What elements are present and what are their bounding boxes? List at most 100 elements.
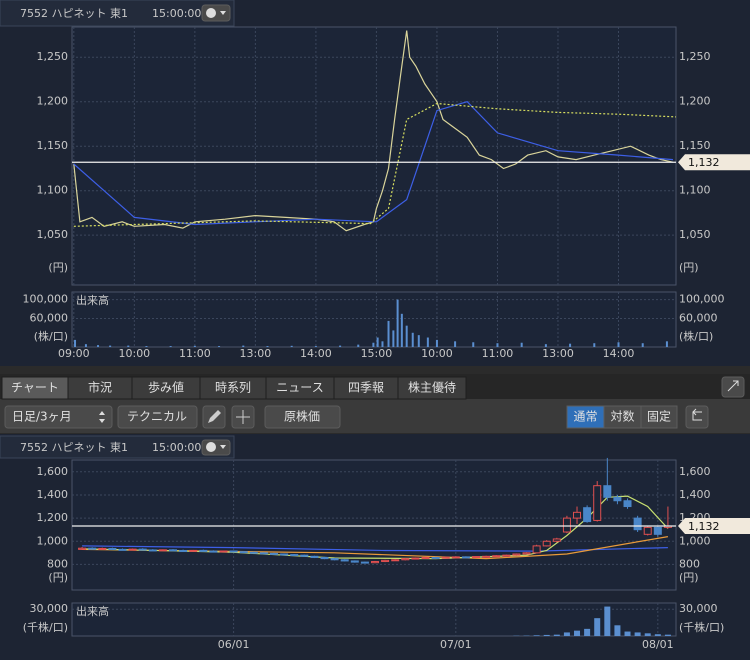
candle-body bbox=[653, 526, 662, 535]
x-tick-label: 14:00 bbox=[300, 347, 332, 360]
candle-body bbox=[401, 558, 410, 561]
period-text: 日足/3ヶ月 bbox=[12, 410, 72, 424]
undo-button[interactable] bbox=[685, 405, 709, 429]
candle-body bbox=[259, 552, 268, 555]
volume-bar bbox=[574, 630, 581, 636]
candle-body bbox=[522, 552, 531, 555]
candle-body bbox=[118, 548, 127, 551]
y-tick-label: 100,000 bbox=[679, 293, 725, 306]
x-tick-label: 15:00 bbox=[361, 347, 393, 360]
volume-bar bbox=[357, 344, 360, 347]
caret-2 bbox=[220, 445, 226, 449]
mode-button[interactable] bbox=[640, 405, 678, 429]
candle-body bbox=[603, 485, 612, 498]
volume-bar bbox=[109, 345, 112, 347]
tab-label: 株主優待 bbox=[408, 380, 456, 395]
volume-bar bbox=[74, 339, 77, 347]
volume-bar bbox=[290, 345, 293, 347]
candle-body bbox=[320, 556, 329, 560]
candle-body bbox=[239, 551, 248, 554]
tab-label: 歩み値 bbox=[148, 380, 184, 395]
y-tick-label: 1,150 bbox=[679, 139, 711, 152]
y-tick-label: 1,200 bbox=[37, 511, 69, 524]
candle-body bbox=[209, 550, 218, 553]
candle-body bbox=[512, 553, 521, 556]
volume-bar bbox=[97, 345, 100, 347]
line-series bbox=[73, 101, 674, 226]
y-tick-label: 800 bbox=[47, 557, 68, 570]
candle-body bbox=[78, 547, 87, 550]
period-select[interactable] bbox=[4, 405, 113, 429]
current-price-tag bbox=[678, 517, 750, 534]
candle-body bbox=[340, 559, 349, 562]
volume-bar bbox=[266, 346, 269, 347]
volume-bar bbox=[242, 345, 245, 347]
tab[interactable] bbox=[397, 376, 467, 400]
volume-bar bbox=[405, 325, 408, 347]
candle-body bbox=[451, 556, 460, 559]
volume-bar bbox=[604, 606, 611, 636]
raw-price-button[interactable] bbox=[264, 405, 341, 429]
candle-body bbox=[300, 554, 309, 557]
candle-body bbox=[371, 561, 380, 564]
candle-body bbox=[229, 550, 238, 553]
candle-body bbox=[98, 547, 107, 550]
x-tick-label: 11:00 bbox=[482, 347, 514, 360]
candle-body bbox=[158, 549, 167, 552]
volume-bar bbox=[339, 345, 342, 347]
volume-bar bbox=[593, 343, 596, 347]
y-unit: (円) bbox=[679, 261, 699, 274]
stock-name: 7552 ハピネット 東1 bbox=[20, 7, 128, 20]
plot-area bbox=[71, 459, 677, 591]
candle-body bbox=[199, 549, 208, 552]
y-tick-label: 60,000 bbox=[30, 312, 69, 325]
x-tick-label: 13:00 bbox=[542, 347, 574, 360]
y-tick-label: 1,400 bbox=[679, 488, 711, 501]
y-unit: (円) bbox=[679, 571, 699, 584]
plot-area bbox=[71, 26, 677, 286]
candle-body bbox=[381, 559, 390, 563]
x-tick-label: 08/01 bbox=[642, 638, 674, 651]
candle-body bbox=[461, 556, 470, 559]
tab-label: チャート bbox=[11, 381, 59, 395]
volume-bar bbox=[472, 342, 475, 347]
candle-body bbox=[613, 496, 622, 502]
y-tick-label: 1,050 bbox=[679, 228, 711, 241]
candle-body bbox=[290, 554, 299, 557]
candle-body bbox=[138, 548, 147, 551]
y-tick-label: 1,100 bbox=[37, 184, 69, 197]
volume-bar bbox=[454, 341, 457, 347]
candle-body bbox=[350, 560, 359, 563]
y-unit: (株/口) bbox=[34, 329, 68, 343]
candle-body bbox=[472, 556, 481, 559]
volume-bar bbox=[169, 346, 172, 347]
technical-button[interactable] bbox=[117, 405, 198, 429]
y-unit: (千株/口) bbox=[23, 620, 68, 634]
candle-body bbox=[633, 517, 642, 531]
y-tick-label: 1,050 bbox=[37, 228, 69, 241]
volume-bar bbox=[553, 634, 560, 636]
candle-body bbox=[482, 555, 491, 558]
expand-button[interactable] bbox=[721, 376, 745, 398]
candle-body bbox=[643, 526, 652, 535]
raw-price-text: 原株価 bbox=[284, 409, 320, 424]
volume-bar bbox=[392, 330, 395, 347]
volume-bar bbox=[314, 346, 317, 347]
candle-body bbox=[179, 550, 188, 553]
volume-bar bbox=[569, 343, 572, 347]
volume-bar bbox=[543, 634, 550, 636]
volume-bar bbox=[664, 634, 671, 636]
y-tick-label: 1,200 bbox=[37, 95, 69, 108]
y-tick-label: 30,000 bbox=[679, 602, 718, 615]
volume-bar bbox=[435, 339, 438, 347]
candle-body bbox=[310, 555, 319, 558]
tab-label: 四季報 bbox=[348, 381, 384, 395]
volume-bar bbox=[624, 631, 631, 636]
candle-body bbox=[411, 557, 420, 560]
plot-area bbox=[71, 291, 677, 348]
y-tick-label: 1,000 bbox=[679, 534, 711, 547]
volume-bar bbox=[634, 632, 641, 636]
y-tick-label: 1,100 bbox=[679, 184, 711, 197]
